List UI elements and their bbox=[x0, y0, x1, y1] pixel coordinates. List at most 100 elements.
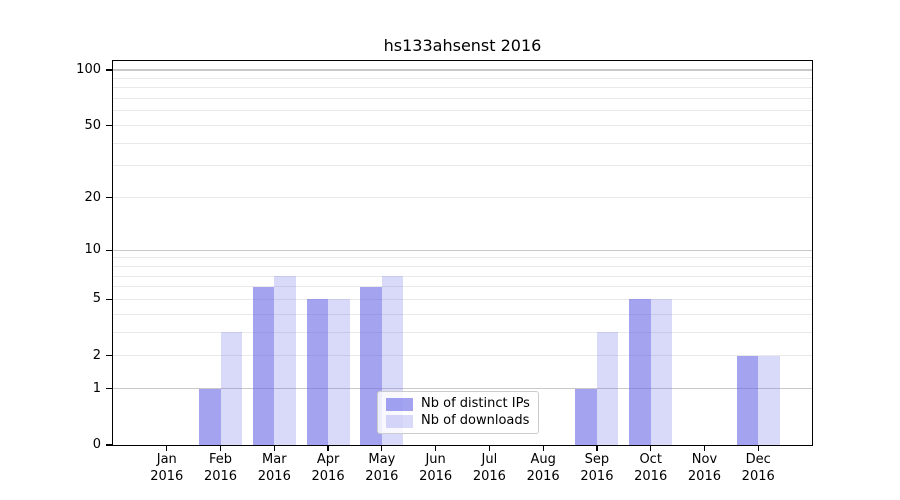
major-gridline bbox=[113, 249, 812, 251]
x-tick-label: Sep 2016 bbox=[567, 451, 627, 485]
minor-gridline bbox=[113, 110, 812, 112]
x-tick-month: Mar bbox=[262, 452, 287, 467]
y-tick bbox=[106, 298, 112, 300]
x-tick-label: May 2016 bbox=[352, 451, 412, 485]
x-tick-year: 2016 bbox=[150, 469, 184, 484]
y-tick-label: 1 bbox=[92, 380, 101, 396]
minor-gridline bbox=[113, 275, 812, 277]
bar-nb-of-distinct-ips-may bbox=[360, 286, 382, 445]
x-tick-month: Oct bbox=[639, 452, 662, 467]
x-tick-month: May bbox=[368, 452, 396, 467]
major-gridline bbox=[113, 69, 812, 71]
minor-gridline bbox=[113, 77, 812, 79]
bar-nb-of-downloads-sep bbox=[596, 332, 619, 445]
minor-gridline bbox=[113, 313, 812, 315]
bar-nb-of-downloads-dec bbox=[758, 355, 780, 445]
x-tick-label: Mar 2016 bbox=[244, 451, 304, 485]
x-tick bbox=[757, 446, 759, 451]
legend: Nb of distinct IPs Nb of downloads bbox=[377, 391, 539, 434]
minor-gridline bbox=[113, 265, 812, 267]
x-tick-label: Jan 2016 bbox=[137, 451, 197, 485]
y-tick-label: 2 bbox=[92, 347, 101, 363]
x-tick-label: Nov 2016 bbox=[674, 451, 734, 485]
legend-item-downloads: Nb of downloads bbox=[386, 413, 530, 429]
x-tick-label: Jul 2016 bbox=[459, 451, 519, 485]
x-tick-month: Feb bbox=[209, 452, 233, 467]
minor-gridline bbox=[113, 257, 812, 259]
y-tick-label: 20 bbox=[84, 189, 101, 205]
bar-nb-of-downloads-apr bbox=[328, 299, 350, 445]
minor-gridline bbox=[113, 298, 812, 300]
x-tick bbox=[542, 446, 544, 451]
x-tick-label: Feb 2016 bbox=[191, 451, 251, 485]
bar-nb-of-downloads-oct bbox=[650, 299, 673, 445]
y-tick bbox=[106, 69, 112, 71]
major-gridline bbox=[113, 388, 812, 390]
minor-gridline bbox=[113, 87, 812, 89]
legend-label-distinct-ips: Nb of distinct IPs bbox=[421, 396, 530, 411]
x-tick-month: Jun bbox=[425, 452, 446, 467]
x-tick bbox=[596, 446, 598, 451]
y-tick-label: 10 bbox=[84, 242, 101, 258]
x-tick-month: Jul bbox=[481, 452, 498, 467]
x-tick bbox=[435, 446, 437, 451]
bar-nb-of-downloads-mar bbox=[274, 276, 296, 445]
x-tick-label: Jun 2016 bbox=[406, 451, 466, 485]
minor-gridline bbox=[113, 165, 812, 167]
legend-swatch-distinct-ips bbox=[386, 397, 413, 411]
x-tick-year: 2016 bbox=[311, 469, 345, 484]
x-tick-year: 2016 bbox=[687, 469, 721, 484]
x-tick-label: Dec 2016 bbox=[728, 451, 788, 485]
x-tick-year: 2016 bbox=[203, 469, 238, 484]
x-tick-year: 2016 bbox=[365, 469, 399, 484]
legend-swatch-downloads bbox=[386, 414, 413, 428]
x-tick bbox=[703, 446, 706, 451]
x-tick-label: Apr 2016 bbox=[298, 451, 358, 485]
x-tick bbox=[166, 446, 168, 451]
x-tick-year: 2016 bbox=[419, 469, 453, 484]
y-tick bbox=[106, 355, 112, 357]
y-tick-label: 5 bbox=[92, 291, 101, 307]
y-tick-label: 50 bbox=[84, 117, 101, 133]
minor-gridline bbox=[113, 331, 812, 333]
y-tick bbox=[106, 388, 112, 390]
minor-gridline bbox=[113, 142, 812, 144]
minor-gridline bbox=[113, 286, 812, 288]
x-tick bbox=[650, 446, 652, 451]
x-tick-month: Sep bbox=[584, 452, 610, 467]
minor-gridline bbox=[113, 125, 812, 127]
bar-nb-of-downloads-feb bbox=[220, 332, 243, 445]
x-tick-label: Oct 2016 bbox=[621, 451, 681, 485]
x-tick-month: Aug bbox=[530, 452, 556, 467]
chart-title: hs133ahsenst 2016 bbox=[383, 36, 542, 55]
bar-nb-of-distinct-ips-apr bbox=[306, 299, 329, 445]
x-tick-month: Jan bbox=[156, 452, 177, 467]
y-tick bbox=[106, 444, 112, 446]
y-tick bbox=[106, 124, 112, 127]
x-tick-month: Apr bbox=[316, 452, 340, 467]
plot-area: Nb of distinct IPs Nb of downloads bbox=[112, 60, 813, 446]
bar-nb-of-distinct-ips-oct bbox=[629, 299, 651, 445]
y-tick-label: 100 bbox=[76, 62, 101, 77]
y-tick bbox=[106, 197, 112, 199]
y-tick bbox=[106, 249, 112, 251]
x-tick-year: 2016 bbox=[526, 469, 560, 484]
minor-gridline bbox=[113, 98, 812, 100]
x-tick-month: Nov bbox=[691, 452, 718, 467]
legend-label-downloads: Nb of downloads bbox=[421, 413, 530, 428]
x-tick bbox=[488, 446, 490, 451]
x-tick-year: 2016 bbox=[472, 469, 506, 484]
bar-nb-of-distinct-ips-sep bbox=[575, 388, 597, 445]
y-tick-label: 0 bbox=[92, 437, 101, 452]
minor-gridline bbox=[113, 355, 812, 357]
x-tick bbox=[327, 446, 329, 451]
x-tick-month: Dec bbox=[745, 452, 771, 467]
x-tick bbox=[273, 446, 275, 451]
bar-nb-of-distinct-ips-feb bbox=[199, 388, 221, 445]
x-tick-year: 2016 bbox=[257, 469, 291, 484]
bar-nb-of-distinct-ips-dec bbox=[736, 355, 759, 445]
x-tick-year: 2016 bbox=[634, 469, 668, 484]
x-tick-label: Aug 2016 bbox=[513, 451, 573, 485]
bar-nb-of-distinct-ips-mar bbox=[252, 286, 275, 445]
